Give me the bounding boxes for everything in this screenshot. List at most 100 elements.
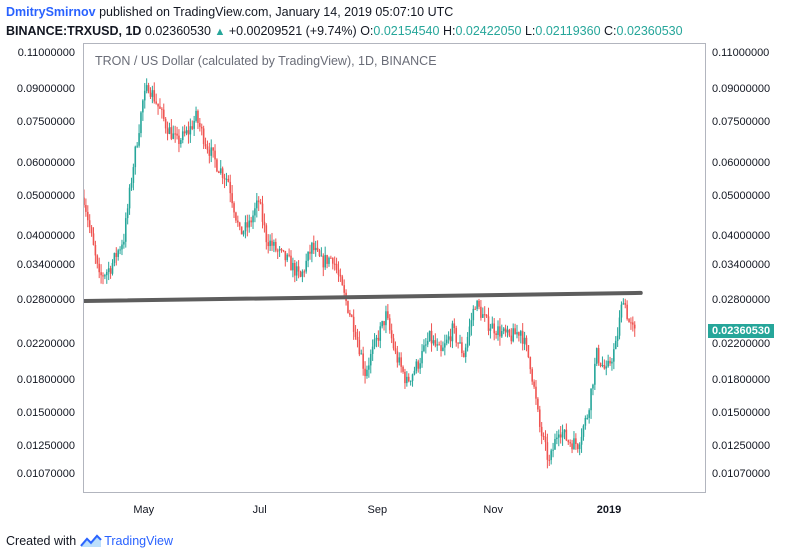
- candle-body: [618, 317, 621, 336]
- candle-body: [354, 331, 357, 337]
- candle-body: [191, 126, 194, 129]
- candle-body: [349, 312, 351, 316]
- candle-body: [324, 255, 326, 268]
- candle-body: [537, 398, 539, 410]
- candle-body: [320, 255, 323, 257]
- candle-body: [276, 250, 279, 252]
- candle-body: [400, 357, 402, 367]
- candle-body: [301, 271, 304, 277]
- candle-body: [164, 118, 167, 129]
- candle-body: [605, 366, 608, 369]
- candle-body: [189, 126, 192, 135]
- left-y-tick-label: 0.06000000: [16, 156, 75, 169]
- candle-body: [519, 331, 522, 336]
- candle-body: [510, 335, 513, 342]
- symbol-name: BINANCE:TRXUSD, 1D: [6, 24, 142, 38]
- candle-body: [497, 326, 499, 336]
- right-y-tick-label: 0.02200000: [712, 337, 771, 350]
- open-label: O:: [360, 24, 374, 38]
- candle-body: [263, 221, 266, 226]
- high-value: 0.02422050: [455, 24, 522, 38]
- candle-body: [142, 100, 144, 113]
- candle-body: [546, 442, 549, 460]
- candle-body: [180, 140, 182, 144]
- candle-body: [123, 241, 125, 245]
- candle-body: [514, 328, 516, 335]
- candle-body: [233, 203, 235, 213]
- author-link[interactable]: DmitrySmirnov: [6, 5, 96, 19]
- ohlc-line: BINANCE:TRXUSD, 1D 0.02360530 ▲ +0.00209…: [6, 23, 786, 40]
- candle-body: [159, 106, 161, 109]
- candle-body: [404, 371, 406, 384]
- candle-body: [202, 128, 205, 145]
- candle-body: [538, 409, 541, 427]
- candle-body: [474, 308, 477, 310]
- candle-body: [197, 110, 199, 123]
- candle-body: [567, 440, 570, 443]
- candle-body: [525, 337, 528, 346]
- candle-body: [550, 450, 552, 461]
- candle-body: [409, 380, 412, 382]
- candle-body: [335, 263, 338, 270]
- candle-body: [476, 300, 478, 309]
- candlestick-chart[interactable]: [82, 44, 705, 492]
- candle-body: [216, 159, 218, 172]
- candle-body: [388, 318, 391, 331]
- candle-body: [210, 147, 213, 156]
- candle-body: [603, 365, 606, 369]
- candle-body: [295, 266, 298, 276]
- candle-body: [231, 193, 233, 204]
- candle-body: [407, 376, 410, 382]
- candle-body: [487, 316, 490, 331]
- candle-body: [172, 133, 175, 139]
- candle-body: [360, 353, 363, 355]
- x-tick-label: May: [133, 504, 155, 516]
- left-y-tick-label: 0.02200000: [16, 337, 75, 350]
- candle-body: [451, 323, 454, 342]
- candle-body: [571, 443, 573, 450]
- candle-body: [121, 244, 123, 250]
- candle-body: [421, 351, 423, 364]
- candle-body: [176, 133, 178, 136]
- candle-body: [423, 345, 425, 352]
- right-y-tick-label: 0.06000000: [712, 156, 771, 169]
- candle-body: [523, 337, 526, 344]
- time-axis[interactable]: May Jul Sep Nov 2019: [83, 493, 706, 523]
- candle-body: [140, 112, 142, 134]
- left-price-axis[interactable]: 0.11000000 0.09000000 0.07500000 0.06000000…: [0, 43, 83, 493]
- candle-body: [506, 329, 509, 333]
- candle-body: [280, 249, 283, 251]
- right-y-tick-label: 0.05000000: [712, 189, 771, 202]
- candle-body: [495, 333, 497, 336]
- left-y-tick-label: 0.11000000: [17, 47, 75, 60]
- candle-body: [326, 255, 328, 264]
- candle-body: [529, 357, 532, 370]
- candle-body: [620, 304, 623, 318]
- candle-body: [379, 326, 382, 341]
- candle-body: [208, 149, 211, 156]
- x-tick-label: Jul: [252, 504, 267, 516]
- candle-body: [109, 268, 112, 274]
- candle-body: [339, 274, 342, 277]
- candle-body: [533, 381, 535, 387]
- candle-body: [590, 388, 592, 411]
- chart-plot-area[interactable]: [82, 43, 706, 493]
- candle-body: [385, 311, 387, 326]
- candle-body: [290, 255, 292, 271]
- candle-body: [565, 429, 568, 441]
- candle-body: [337, 269, 340, 275]
- right-y-tick-label: 0.11000000: [712, 47, 770, 60]
- candle-body: [271, 240, 273, 246]
- candle-body: [622, 303, 625, 305]
- candle-body: [552, 449, 554, 451]
- right-price-axis[interactable]: 0.11000000 0.09000000 0.07500000 0.06000000…: [706, 43, 791, 493]
- candle-body: [256, 200, 258, 209]
- candle-body: [316, 247, 319, 251]
- last-price: 0.02360530: [144, 24, 211, 38]
- candle-body: [459, 342, 461, 344]
- candle-body: [398, 357, 401, 363]
- tradingview-brand[interactable]: TradingView: [104, 534, 173, 548]
- x-tick-label: Nov: [483, 504, 503, 516]
- candle-body: [468, 326, 471, 337]
- candle-body: [257, 200, 260, 203]
